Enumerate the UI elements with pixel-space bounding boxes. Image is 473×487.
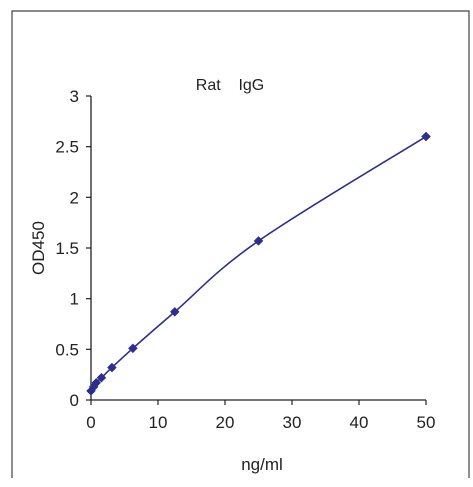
data-point bbox=[421, 131, 431, 142]
data-point bbox=[96, 372, 107, 383]
points-layer bbox=[86, 131, 431, 396]
data-point bbox=[169, 306, 180, 317]
data-point bbox=[107, 362, 117, 373]
y-tick-label: 0 bbox=[70, 391, 79, 410]
curve-layer bbox=[90, 135, 427, 392]
y-tick-label: 2.5 bbox=[55, 138, 79, 157]
axis-ticks: 00.511.522.530 10 20 30 40 50 bbox=[55, 87, 435, 432]
y-tick-label: 2 bbox=[70, 188, 79, 207]
y-axis-label: OD450 bbox=[29, 221, 48, 275]
y-tick-label: 3 bbox=[70, 87, 79, 106]
x-axis-label: ng/ml bbox=[241, 455, 283, 474]
data-point bbox=[128, 343, 138, 354]
x-tick-label: 30 bbox=[283, 413, 302, 432]
chart-title: Rat IgG bbox=[196, 77, 264, 94]
chart-frame-border bbox=[11, 10, 470, 478]
data-point bbox=[91, 377, 102, 388]
y-tick-label: 1.5 bbox=[55, 239, 79, 258]
data-point bbox=[253, 236, 264, 246]
y-tick-label: 1 bbox=[70, 290, 79, 309]
x-tick-label: 10 bbox=[149, 413, 168, 432]
y-tick-label: 0.5 bbox=[55, 340, 79, 359]
x-tick-label: 20 bbox=[216, 413, 235, 432]
x-tick-label: 0 bbox=[86, 413, 95, 432]
x-tick-label: 40 bbox=[350, 413, 369, 432]
fit-curve bbox=[90, 135, 427, 392]
x-tick-label: 50 bbox=[417, 413, 436, 432]
